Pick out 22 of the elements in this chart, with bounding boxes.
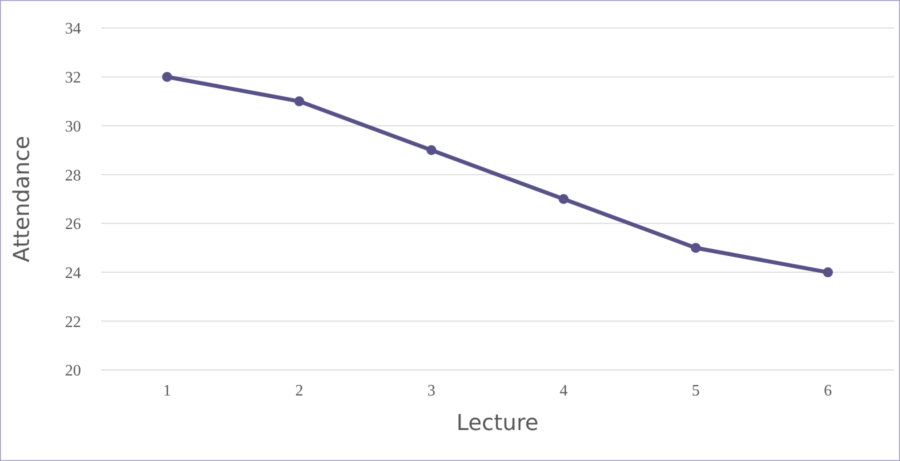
y-axis-title: Attendance [10,136,35,262]
point [162,72,172,82]
point [294,96,304,106]
x-tick-label: 1 [163,382,172,400]
x-tick-label: 6 [824,382,832,400]
y-tick-label: 34 [65,20,81,38]
x-tick-label: 4 [560,382,568,400]
y-tick-label: 20 [65,362,81,380]
y-tick-label: 28 [65,167,81,184]
point [426,145,436,156]
y-tick-label: 30 [65,118,81,136]
point [558,194,569,204]
x-tick-label: 2 [295,382,304,400]
x-tick-label: 3 [427,382,436,400]
y-tick-label: 26 [65,216,81,234]
x-axis-title: Lecture [456,411,539,436]
y-tick-label: 24 [65,264,81,282]
y-tick-label: 22 [65,314,81,331]
x-tick-label: 5 [692,382,700,400]
point [822,267,833,278]
y-tick-label: 32 [65,70,81,87]
point [690,242,701,253]
